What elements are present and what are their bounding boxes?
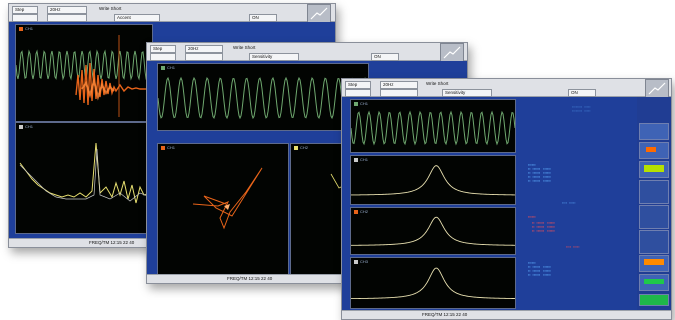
- analyzer-window-front: Step 20Hz Write Short Sensitivity ON CH1…: [341, 78, 672, 320]
- toolbar: Step 20Hz Write Short Sensitivity ON: [342, 79, 671, 99]
- softkey-5[interactable]: [639, 205, 669, 229]
- status-text: FREQ/TM 12:15 22 40: [227, 276, 273, 281]
- status-text: FREQ/TM 12:15 22 40: [89, 240, 135, 245]
- xy-plot-pane[interactable]: CH1: [157, 143, 289, 275]
- clock-tile: [645, 79, 669, 99]
- time-waveform-pane[interactable]: CH1: [157, 63, 369, 131]
- toolbar-field-sensitivity[interactable]: Sensitivity: [442, 89, 492, 97]
- toolbar-field-on[interactable]: ON: [568, 89, 596, 97]
- toolbar-field-on[interactable]: ON: [371, 53, 399, 61]
- time-waveform-pane[interactable]: CH1: [15, 24, 153, 122]
- toolbar-button-1[interactable]: [12, 14, 38, 22]
- toolbar-field-mode[interactable]: [185, 53, 223, 61]
- toolbar-field-step[interactable]: Step: [12, 6, 38, 14]
- toolbar: Step 20Hz Write Short Accent ON: [9, 4, 335, 24]
- toolbar-field-mode[interactable]: [380, 89, 418, 97]
- toolbar-field-frequency[interactable]: 20Hz: [380, 81, 418, 89]
- softkey-1[interactable]: [639, 123, 669, 140]
- toolbar-title: Write Short: [426, 81, 449, 86]
- toolbar-button-1[interactable]: [345, 89, 371, 97]
- resonance-pane-3[interactable]: CH3: [350, 257, 516, 309]
- resonance-pane-2[interactable]: CH2: [350, 207, 516, 255]
- toolbar-button-1[interactable]: [150, 53, 176, 61]
- time-waveform-pane[interactable]: CH1: [350, 99, 516, 153]
- toolbar: Step 20Hz Write Short Sensitivity ON: [147, 43, 467, 63]
- status-bar: FREQ/TM 12:15 22 40: [342, 310, 671, 319]
- toolbar-field-step[interactable]: Step: [150, 45, 176, 53]
- clock-tile: [440, 43, 464, 63]
- toolbar-field-accent[interactable]: Accent: [114, 14, 160, 22]
- toolbar-field-frequency[interactable]: 20Hz: [47, 6, 87, 14]
- softkey-6[interactable]: [639, 230, 669, 254]
- resonance-pane-1[interactable]: CH1: [350, 155, 516, 205]
- softkey-8[interactable]: [639, 274, 669, 291]
- display-area: CH1 CH1 CH2 CH3 ▪▪▪▪▪▪▪▪ ▪▪▪▪▪ ▪▪▪▪▪▪▪▪ …: [342, 97, 637, 310]
- softkey-9[interactable]: [639, 294, 669, 306]
- toolbar-title: Write Short: [99, 6, 122, 11]
- softkey-2[interactable]: [639, 142, 669, 159]
- toolbar-field-frequency[interactable]: 20Hz: [185, 45, 223, 53]
- toolbar-field-step[interactable]: Step: [345, 81, 371, 89]
- right-softkey-panel: [637, 97, 671, 310]
- spectrum-pane[interactable]: CH1: [15, 122, 153, 234]
- toolbar-field-sensitivity[interactable]: Sensitivity: [249, 53, 299, 61]
- status-text: FREQ/TM 12:15 22 40: [422, 312, 468, 317]
- clock-tile: [307, 4, 331, 24]
- readout-area: ▪▪▪▪▪▪▪▪ ▪▪▪▪▪ ▪▪▪▪▪▪▪▪ ▪▪▪▪▪ ▪▪▪▪▪▪ ▪▪ …: [528, 105, 591, 277]
- softkey-7[interactable]: [639, 255, 669, 272]
- toolbar-field-mode[interactable]: [47, 14, 87, 22]
- toolbar-title: Write Short: [233, 45, 256, 50]
- toolbar-field-on[interactable]: ON: [249, 14, 277, 22]
- status-bar: FREQ/TM 12:15 22 40: [147, 274, 467, 283]
- softkey-4[interactable]: [639, 180, 669, 204]
- softkey-3[interactable]: [639, 161, 669, 178]
